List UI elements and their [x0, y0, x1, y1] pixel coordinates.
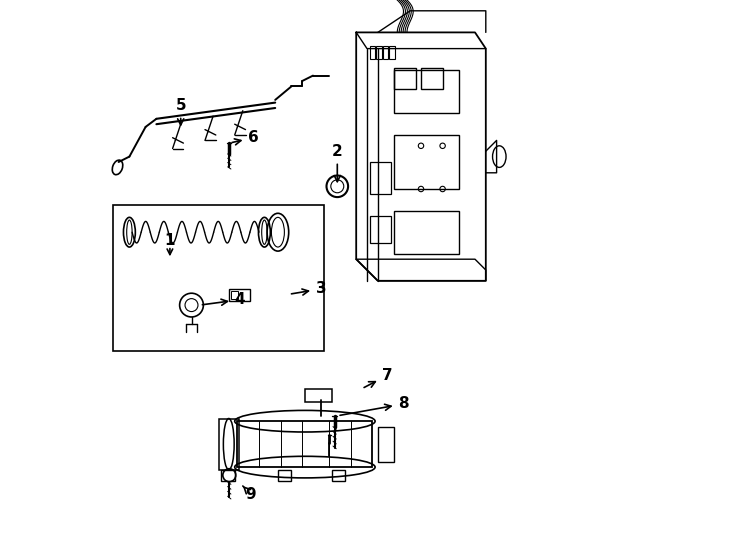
Bar	[382, 46, 388, 59]
Text: 9: 9	[243, 486, 256, 502]
Bar	[389, 46, 395, 59]
Bar	[378, 427, 394, 462]
Bar	[394, 135, 459, 189]
Text: 5: 5	[175, 98, 186, 125]
Bar	[394, 68, 415, 89]
Bar	[219, 418, 239, 470]
Text: 7: 7	[364, 368, 393, 388]
Text: 4: 4	[203, 292, 245, 307]
FancyBboxPatch shape	[113, 205, 324, 351]
Text: 2: 2	[332, 144, 343, 181]
Bar	[332, 470, 346, 481]
Text: 1: 1	[164, 233, 175, 248]
Bar	[394, 70, 459, 113]
Bar	[231, 291, 238, 299]
Bar	[370, 46, 375, 59]
Bar	[370, 162, 391, 194]
Bar	[394, 211, 459, 254]
Bar	[221, 470, 235, 481]
Text: 3: 3	[291, 281, 327, 296]
Text: 6: 6	[232, 130, 259, 145]
Bar	[229, 289, 250, 301]
Bar	[278, 470, 291, 481]
Bar	[370, 216, 391, 243]
Text: 8: 8	[340, 396, 409, 415]
Bar	[237, 421, 372, 467]
Bar	[377, 46, 382, 59]
Bar	[421, 68, 443, 89]
Bar	[305, 389, 332, 402]
